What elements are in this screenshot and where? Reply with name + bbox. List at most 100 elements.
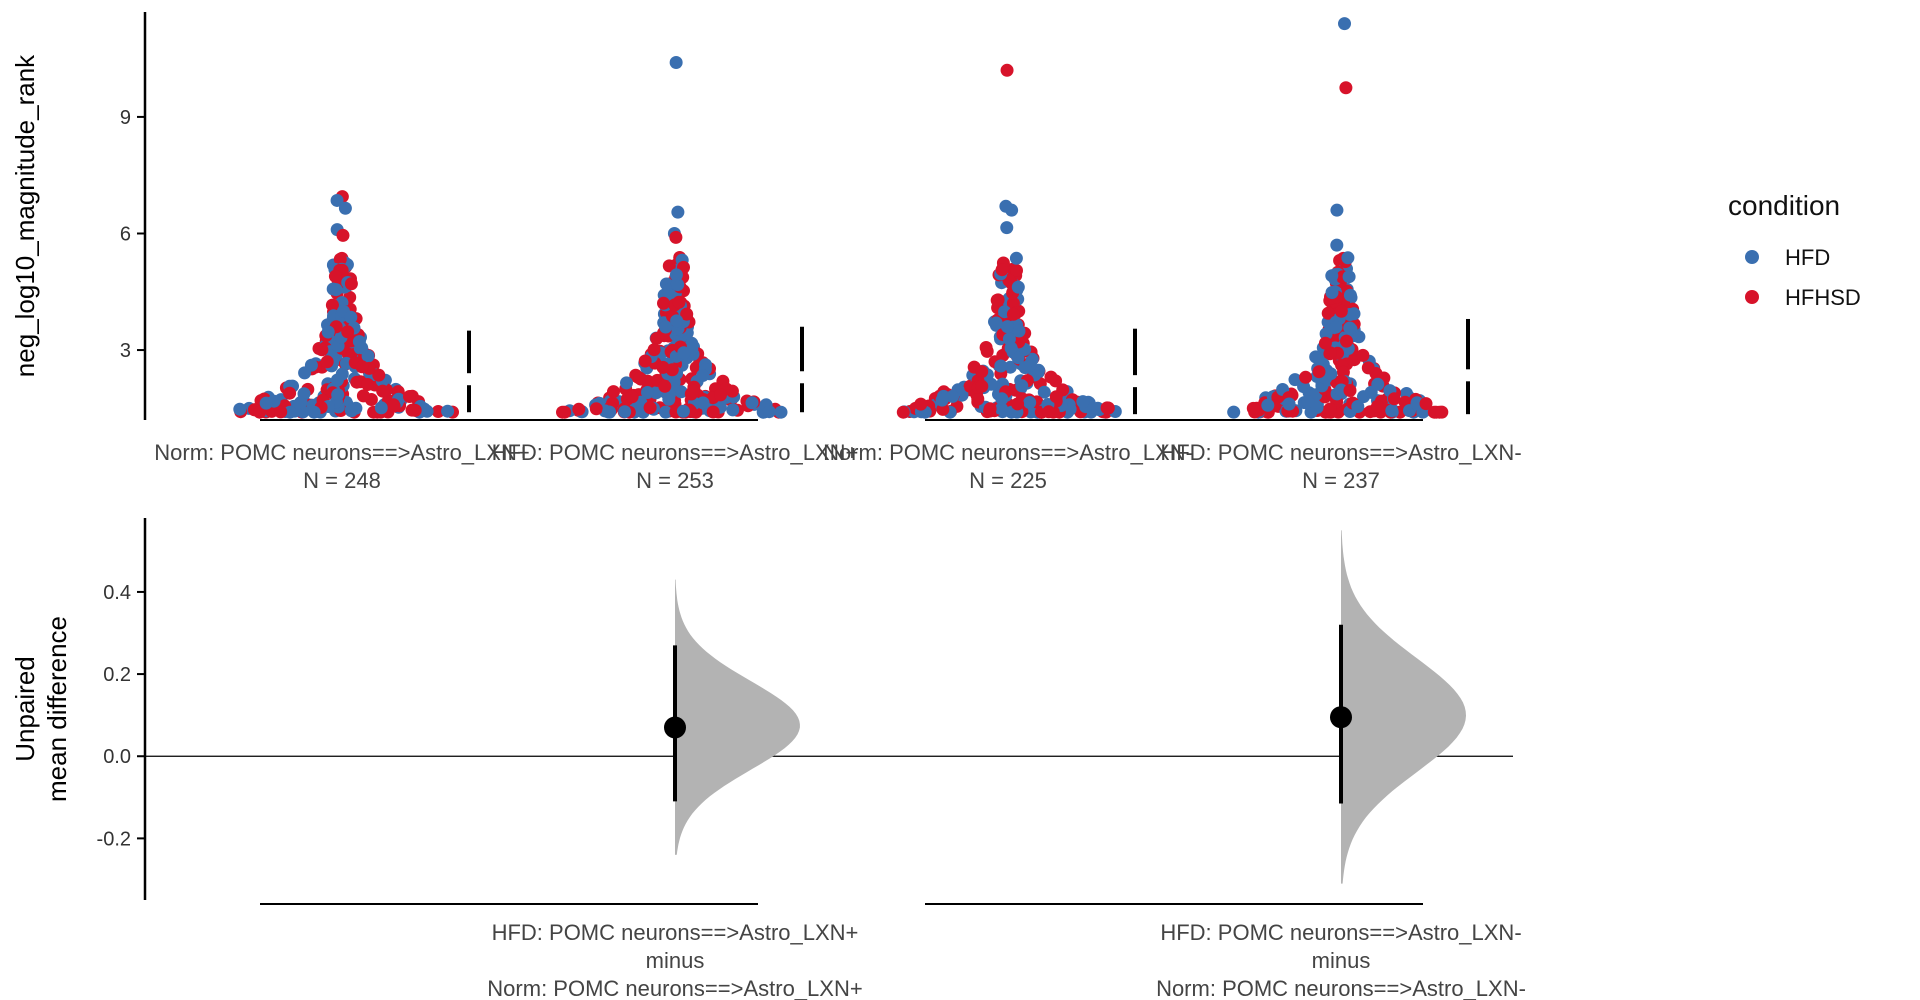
swarm-point-hfd — [1347, 307, 1361, 321]
swarm-point-hfd — [1309, 350, 1323, 364]
swarm-point-hfhsd — [320, 355, 334, 369]
swarm-point-hfhsd — [405, 403, 419, 417]
swarm-point-hfhsd — [975, 379, 989, 393]
swarm-point-hfhsd — [1343, 384, 1357, 397]
swarm-point-hfd — [1330, 238, 1344, 252]
swarm-point-hfd — [1003, 360, 1017, 374]
swarm-point-hfd — [329, 283, 343, 297]
swarm-point-hfd — [1338, 17, 1352, 31]
swarm-point-hfhsd — [1356, 348, 1370, 362]
contrast-label-line: HFD: POMC neurons==>Astro_LXN+ — [492, 920, 859, 945]
group-n-label: N = 237 — [1302, 468, 1380, 493]
swarm-point-hfhsd — [253, 405, 267, 419]
swarm-point-hfd — [441, 404, 455, 418]
swarm-point-hfhsd — [633, 371, 647, 385]
swarm-point-hfd — [659, 320, 673, 334]
swarm-point-hfd — [671, 205, 685, 219]
y-tick-label: -0.2 — [97, 828, 131, 850]
contrast-label-line: HFD: POMC neurons==>Astro_LXN- — [1160, 920, 1521, 945]
swarm-point-hfd — [946, 389, 960, 403]
swarm-point-hfd — [361, 349, 375, 363]
swarm-point-hfhsd — [387, 399, 401, 413]
swarm-point-hfhsd — [572, 402, 586, 416]
swarm-point-hfhsd — [662, 259, 676, 273]
group-label: Norm: POMC neurons==>Astro_LXN- — [823, 440, 1193, 465]
legend-label: HFD — [1785, 245, 1830, 270]
swarm-point-hfd — [1310, 400, 1324, 414]
swarm-point-hfhsd — [1312, 365, 1326, 379]
swarm-point-hfhsd — [1371, 399, 1384, 413]
y-axis-title-line: Unpaired — [10, 656, 40, 762]
swarm-point-hfd — [674, 385, 688, 399]
swarm-point-hfd — [233, 402, 247, 416]
swarm-point-hfhsd — [344, 277, 358, 291]
contrast-group — [664, 579, 800, 855]
swarm-point-hfd — [1005, 203, 1019, 217]
swarm-point-hfhsd — [686, 384, 700, 398]
swarm-point-hfhsd — [647, 343, 661, 357]
swarm-group — [896, 63, 1137, 419]
swarm-point-hfhsd — [372, 368, 386, 382]
swarm-point-hfhsd — [658, 379, 672, 393]
swarm-point-hfhsd — [991, 293, 1005, 307]
swarm-point-hfhsd — [341, 325, 355, 339]
group-n-label: N = 225 — [969, 468, 1047, 493]
swarm-point-hfd — [1091, 401, 1105, 415]
swarm-point-hfhsd — [1000, 63, 1014, 77]
swarm-point-hfhsd — [333, 252, 347, 266]
legend-title: condition — [1728, 190, 1840, 221]
group-label: HFD: POMC neurons==>Astro_LXN- — [1160, 440, 1521, 465]
swarm-point-hfd — [1261, 398, 1275, 412]
swarm-point-hfhsd — [1321, 306, 1335, 320]
swarm-point-hfd — [307, 405, 321, 419]
contrast-label-line: minus — [1312, 948, 1371, 973]
swarm-point-hfd — [995, 392, 1009, 406]
swarm-point-hfhsd — [1318, 336, 1332, 350]
y-axis-title-line: mean difference — [42, 616, 72, 802]
swarm-point-hfhsd — [657, 296, 670, 310]
swarm-point-hfd — [1023, 396, 1037, 409]
swarm-point-hfd — [374, 401, 388, 415]
swarm-point-hfhsd — [625, 390, 639, 404]
swarm-point-hfd — [726, 403, 740, 417]
swarm-point-hfhsd — [1044, 370, 1058, 384]
swarm-point-hfd — [1371, 377, 1385, 391]
legend-label: HFHSD — [1785, 285, 1861, 310]
swarm-point-hfd — [1227, 405, 1241, 419]
swarm-point-hfd — [304, 358, 318, 372]
y-tick-label: 3 — [120, 340, 131, 362]
swarm-point-hfhsd — [325, 298, 339, 312]
swarm-point-hfd — [659, 405, 673, 419]
swarm-point-hfd — [1009, 251, 1023, 265]
swarm-point-hfd — [618, 405, 632, 419]
mean-difference-panel: -0.2 0.0 0.2 0.4 Unpairedmean difference HFD:… — [10, 518, 1526, 1000]
swarm-point-hfhsd — [1011, 397, 1025, 411]
swarm-point-hfd — [1325, 269, 1339, 283]
y-axis-title: neg_log10_magnitude_rank — [10, 54, 40, 377]
bootstrap-distribution — [675, 579, 800, 855]
swarm-point-hfd — [989, 316, 1003, 330]
swarm-point-hfhsd — [589, 402, 603, 416]
contrast-label-line: Norm: POMC neurons==>Astro_LXN+ — [487, 976, 862, 1000]
swarm-point-hfd — [641, 386, 654, 399]
bootstrap-distribution — [1341, 530, 1466, 884]
swarm-point-hfd — [1343, 288, 1357, 302]
swarm-point-hfd — [1000, 221, 1014, 235]
y-tick-label: 9 — [120, 107, 131, 129]
swarm-point-hfd — [774, 405, 788, 419]
swarm-point-hfhsd — [403, 390, 416, 403]
swarm-point-hfhsd — [1419, 397, 1433, 411]
swarm-point-hfd — [1076, 395, 1090, 409]
y-tick-label: 0.0 — [103, 746, 131, 768]
swarm-point-hfhsd — [283, 386, 297, 400]
swarm-group — [233, 190, 471, 419]
swarm-point-hfhsd — [1100, 401, 1114, 415]
swarm-point-hfhsd — [995, 263, 1009, 277]
swarm-point-hfd — [745, 396, 759, 410]
swarm-point-hfd — [331, 388, 345, 402]
swarm-point-hfd — [602, 405, 615, 419]
swarm-point-hfhsd — [356, 389, 370, 403]
y-tick-label: 6 — [120, 223, 131, 245]
swarm-point-hfd — [669, 56, 683, 70]
